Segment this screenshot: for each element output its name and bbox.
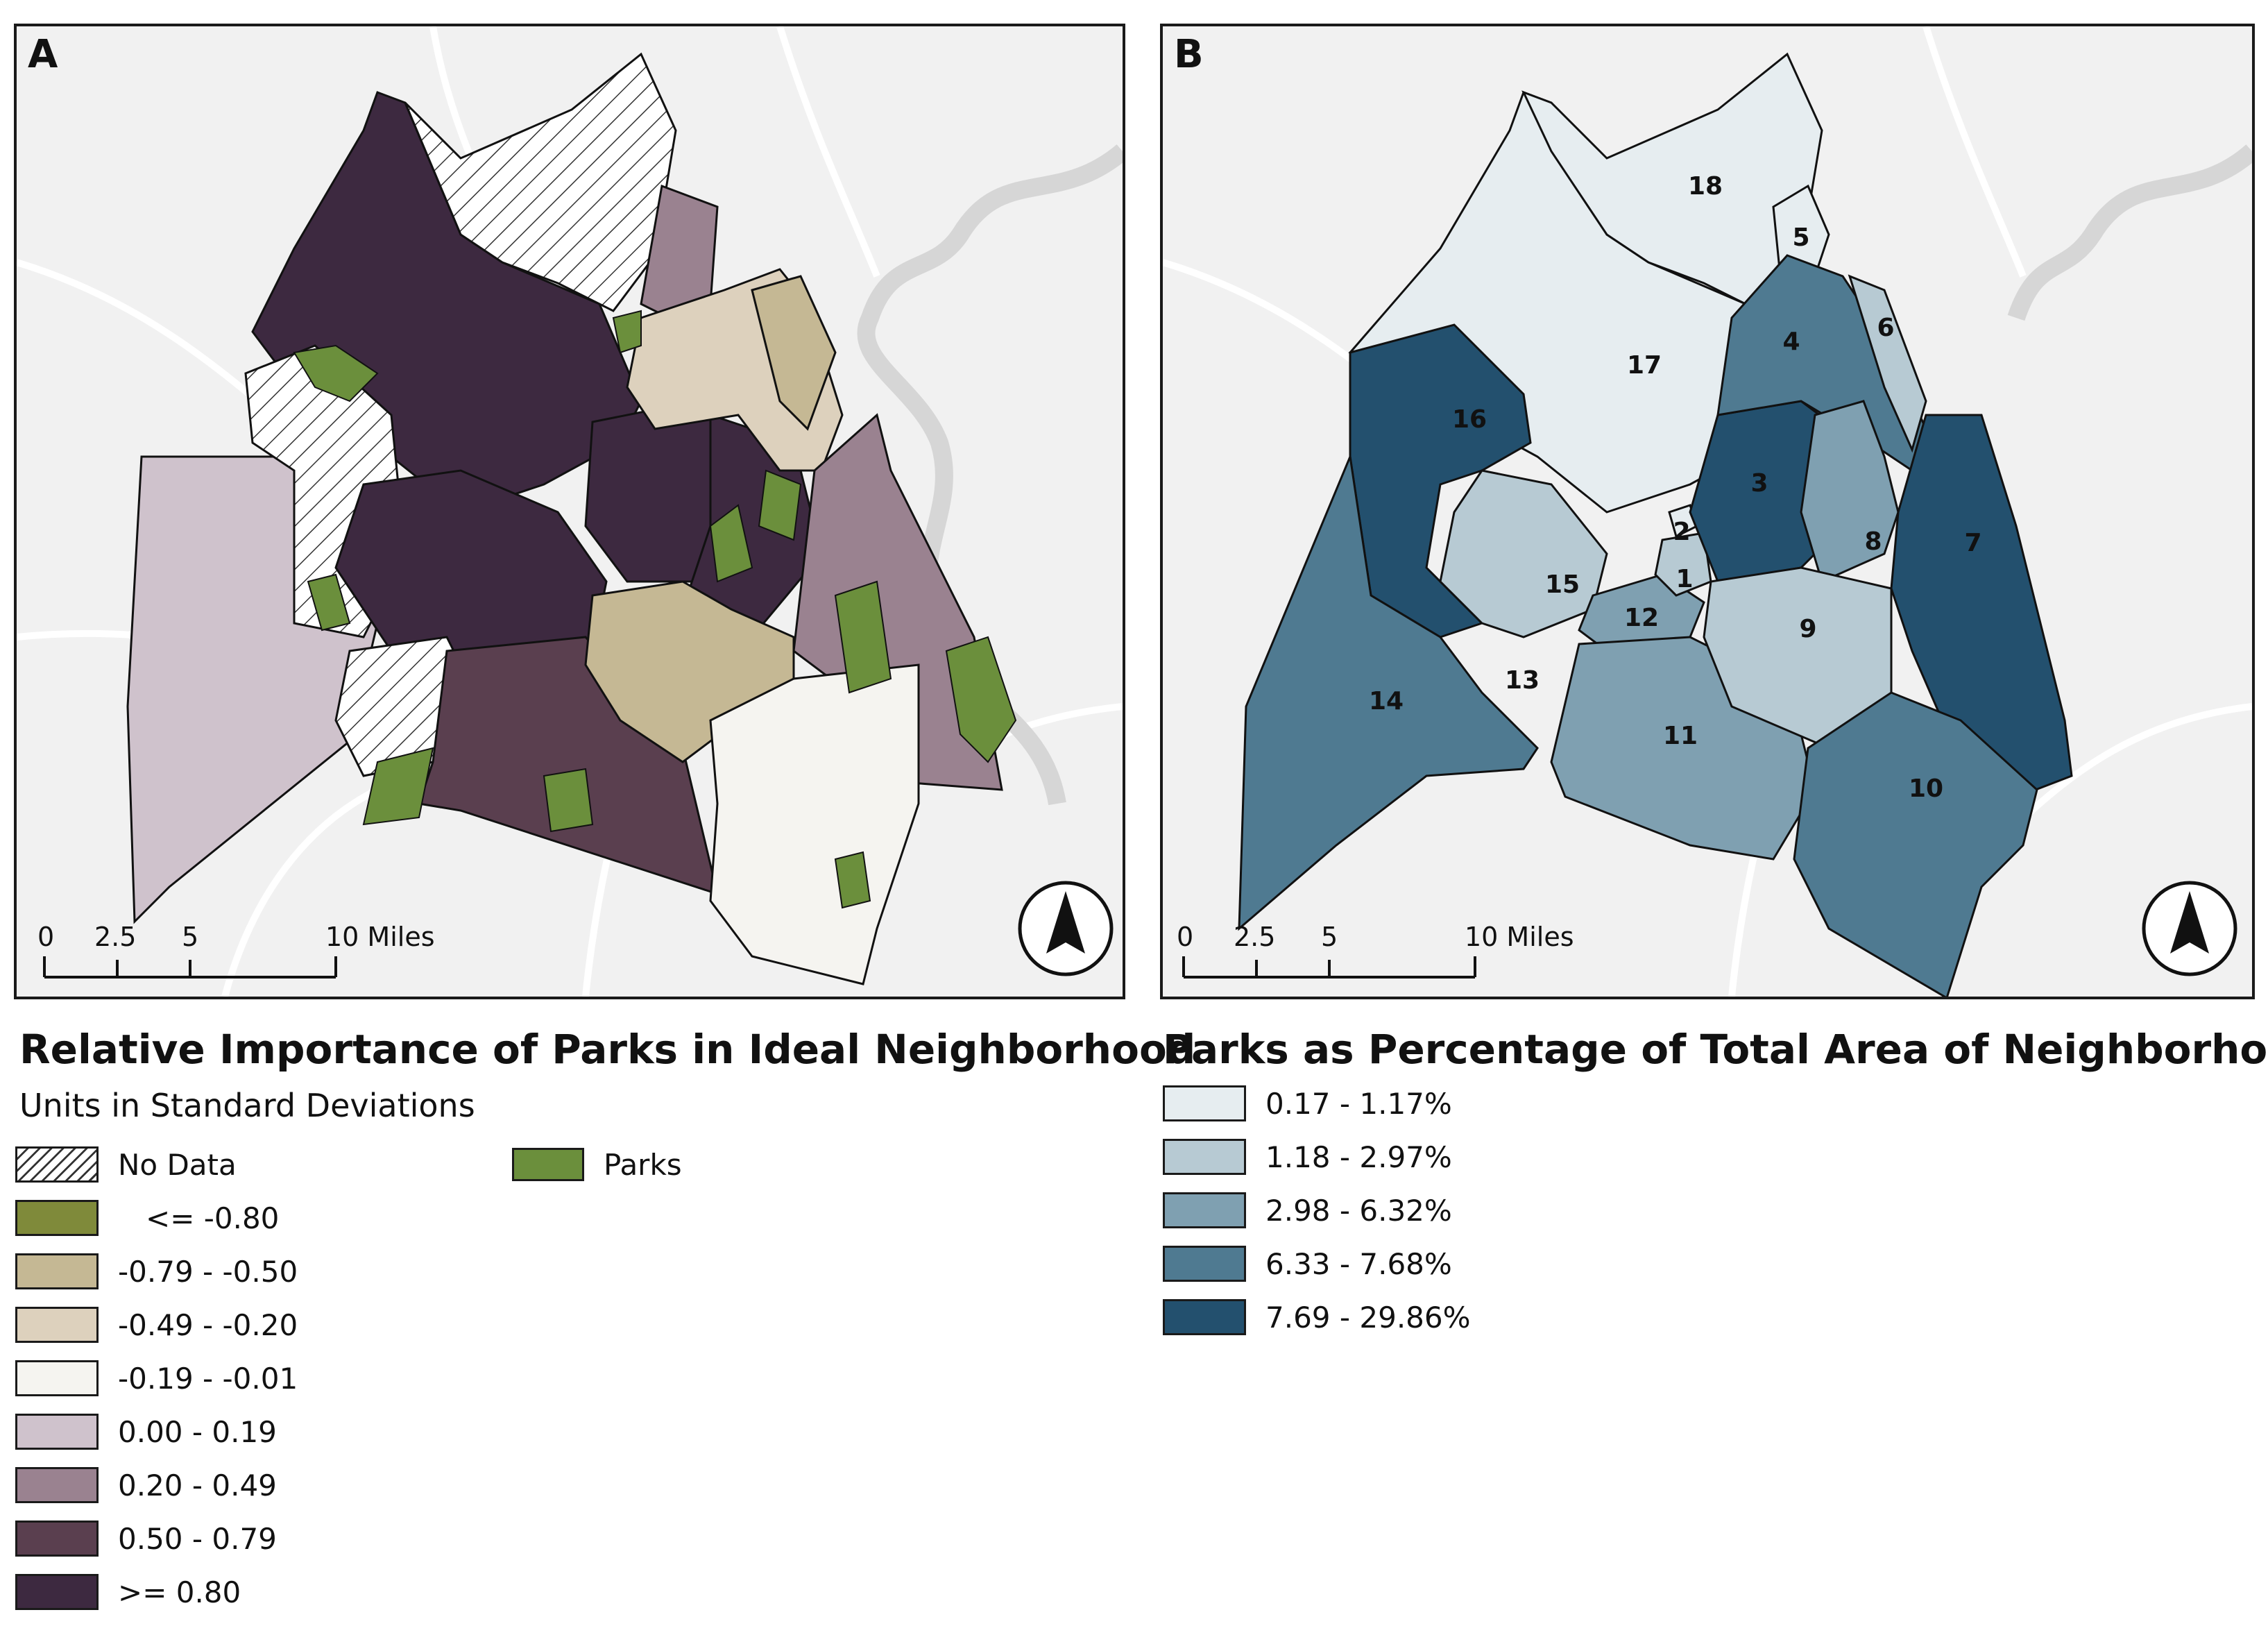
neighborhood-8 bbox=[1800, 400, 1900, 584]
legend-b-item: 6.33 - 7.68% bbox=[1163, 1244, 1452, 1283]
neighborhood-14 bbox=[1238, 452, 1539, 931]
legend-swatch bbox=[1163, 1246, 1246, 1282]
scale-b-tick-10-miles: 10 Miles bbox=[1465, 922, 1574, 952]
legend-a-item-no-data: No Data bbox=[15, 1145, 237, 1184]
legend-swatch bbox=[15, 1521, 99, 1557]
label-16: 16 bbox=[1452, 405, 1487, 434]
panel-letter-a: A bbox=[28, 32, 58, 77]
legend-b-label: 2.98 - 6.32% bbox=[1265, 1193, 1452, 1228]
legend-parks-label: Parks bbox=[604, 1147, 682, 1182]
legend-b-item: 2.98 - 6.32% bbox=[1163, 1191, 1452, 1230]
scale-b-tick-5: 5 bbox=[1321, 922, 1338, 952]
scale-bar: 0 2.5 5 10 Miles bbox=[37, 922, 435, 979]
label-11: 11 bbox=[1663, 722, 1698, 750]
label-4: 4 bbox=[1782, 328, 1800, 356]
legend-b-label: 0.17 - 1.17% bbox=[1265, 1086, 1452, 1121]
north-arrow-icon bbox=[1018, 881, 1114, 976]
legend-a-item: -0.19 - -0.01 bbox=[15, 1359, 298, 1398]
map-panel-a: 0 2.5 5 10 Miles A bbox=[14, 24, 1125, 999]
scale-b-tick-2-5: 2.5 bbox=[1234, 922, 1275, 952]
neighborhood-6 bbox=[1848, 274, 1927, 453]
label-1: 1 bbox=[1676, 565, 1693, 593]
label-17: 17 bbox=[1627, 351, 1662, 380]
legend-swatch bbox=[15, 1360, 99, 1396]
legend-b-label: 7.69 - 29.86% bbox=[1265, 1300, 1471, 1335]
legend-b-label: 1.18 - 2.97% bbox=[1265, 1140, 1452, 1174]
legend-b-label: 6.33 - 7.68% bbox=[1265, 1246, 1452, 1281]
legend-a-label: 0.20 - 0.49 bbox=[118, 1468, 277, 1502]
label-8: 8 bbox=[1864, 527, 1882, 556]
legend-swatch bbox=[15, 1574, 99, 1610]
legend-b-item: 1.18 - 2.97% bbox=[1163, 1137, 1452, 1176]
legend-swatch-parks bbox=[512, 1148, 584, 1181]
label-9: 9 bbox=[1799, 615, 1816, 643]
legend-swatch bbox=[1163, 1139, 1246, 1175]
label-2: 2 bbox=[1673, 518, 1690, 546]
scale-tick-2-5: 2.5 bbox=[94, 922, 136, 952]
legend-swatch bbox=[1163, 1085, 1246, 1121]
legend-a-item: -0.49 - -0.20 bbox=[15, 1305, 298, 1344]
label-10: 10 bbox=[1909, 774, 1943, 803]
river-b bbox=[2007, 144, 2252, 321]
legend-swatch bbox=[15, 1253, 99, 1289]
legend-b-item: 7.69 - 29.86% bbox=[1163, 1298, 1471, 1337]
parks-layer bbox=[293, 310, 1017, 909]
scale-bar-b: 0 2.5 5 10 Miles bbox=[1177, 922, 1574, 979]
map-b-canvas: 1 2 3 4 5 6 7 8 9 10 11 12 13 14 15 16 1… bbox=[1163, 26, 2252, 997]
legend-a-item: 0.50 - 0.79 bbox=[15, 1519, 277, 1558]
legend-a-label: No Data bbox=[118, 1147, 237, 1182]
neighborhood-tan-north-east bbox=[751, 275, 837, 431]
neighborhood-15 bbox=[1439, 469, 1608, 638]
label-18: 18 bbox=[1688, 172, 1723, 201]
legend-swatch bbox=[15, 1200, 99, 1236]
legend-a-item: <= -0.80 bbox=[15, 1199, 279, 1237]
label-15: 15 bbox=[1545, 570, 1580, 599]
scale-b-tick-0: 0 bbox=[1177, 922, 1193, 952]
neighborhood-1 bbox=[1654, 532, 1712, 597]
neighborhood-10 bbox=[1793, 691, 2038, 997]
scale-tick-0: 0 bbox=[37, 922, 54, 952]
scale-tick-10-miles: 10 Miles bbox=[325, 922, 435, 952]
legend-a-label: -0.19 - -0.01 bbox=[118, 1361, 298, 1396]
legend-a-label: -0.79 - -0.50 bbox=[118, 1254, 298, 1289]
legend-a-label: 0.00 - 0.19 bbox=[118, 1414, 277, 1449]
legend-swatch bbox=[1163, 1299, 1246, 1335]
label-3: 3 bbox=[1750, 469, 1768, 498]
legend-a-item: -0.79 - -0.50 bbox=[15, 1252, 298, 1291]
legend-swatch bbox=[15, 1467, 99, 1503]
map-a-canvas: 0 2.5 5 10 Miles bbox=[17, 26, 1123, 997]
legend-swatch bbox=[1163, 1192, 1246, 1228]
label-6: 6 bbox=[1877, 314, 1894, 342]
legend-a-label: 0.50 - 0.79 bbox=[118, 1521, 277, 1556]
neighborhood-southeast-white bbox=[709, 663, 920, 985]
scale-tick-5: 5 bbox=[182, 922, 198, 952]
label-13: 13 bbox=[1505, 666, 1540, 695]
panel-letter-b: B bbox=[1174, 32, 1204, 77]
legend-a-item-parks: Parks bbox=[512, 1145, 682, 1184]
map-panel-b: 1 2 3 4 5 6 7 8 9 10 11 12 13 14 15 16 1… bbox=[1160, 24, 2255, 999]
legend-swatch bbox=[15, 1414, 99, 1450]
legend-a-item: 0.20 - 0.49 bbox=[15, 1466, 277, 1505]
legend-a-label: -0.49 - -0.20 bbox=[118, 1307, 298, 1342]
legend-swatch bbox=[15, 1307, 99, 1343]
legend-a-item: >= 0.80 bbox=[15, 1573, 241, 1611]
legend-a-label: >= 0.80 bbox=[118, 1575, 241, 1609]
legend-swatch-hatch bbox=[15, 1146, 99, 1183]
neighborhood-7 bbox=[1890, 414, 2073, 812]
label-14: 14 bbox=[1369, 687, 1404, 715]
legend-b-title: Parks as Percentage of Total Area of Nei… bbox=[1163, 1026, 2268, 1073]
legend-b-item: 0.17 - 1.17% bbox=[1163, 1084, 1452, 1123]
label-5: 5 bbox=[1792, 223, 1809, 252]
label-7: 7 bbox=[1964, 529, 1981, 557]
north-arrow-icon-b bbox=[2142, 881, 2237, 976]
legend-a-label: <= -0.80 bbox=[146, 1201, 280, 1235]
neighborhood-labels: 1 2 3 4 5 6 7 8 9 10 11 12 13 14 15 16 1… bbox=[1369, 172, 1982, 803]
legend-a-title: Relative Importance of Parks in Ideal Ne… bbox=[19, 1026, 1196, 1073]
legend-a-subtitle: Units in Standard Deviations bbox=[19, 1087, 475, 1124]
legend-a-item: 0.00 - 0.19 bbox=[15, 1412, 277, 1451]
label-12: 12 bbox=[1624, 604, 1659, 632]
